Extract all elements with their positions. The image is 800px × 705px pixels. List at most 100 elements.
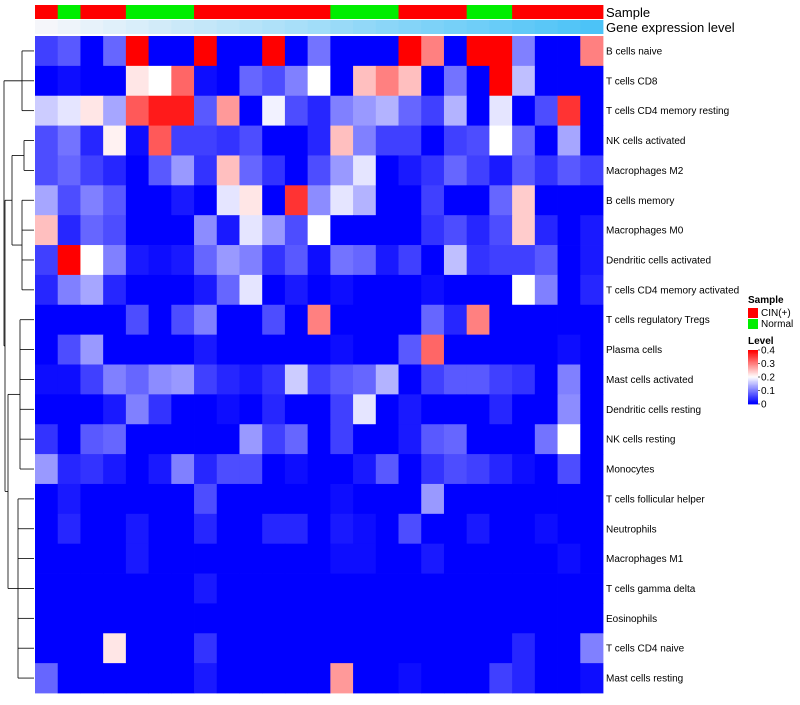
heatmap-cell (80, 125, 104, 156)
expression-track-cell (262, 20, 286, 34)
heatmap-cell (262, 215, 286, 246)
heatmap-cell (557, 513, 581, 545)
heatmap-cell (557, 483, 581, 515)
heatmap-cell (239, 483, 263, 515)
heatmap-cell (489, 245, 513, 276)
heatmap-cell (330, 663, 354, 694)
heatmap-cell (580, 245, 604, 276)
heatmap-cell (512, 245, 536, 276)
heatmap-cell (148, 185, 172, 216)
expression-track-cell (421, 20, 445, 34)
legend-colorbar-step (748, 382, 758, 385)
heatmap-cell (512, 394, 536, 425)
legend-colorbar-step (748, 377, 758, 379)
heatmap-cell (307, 364, 331, 395)
heatmap-cell (239, 274, 263, 306)
heatmap-cell (80, 364, 104, 395)
heatmap-cell (262, 483, 286, 515)
heatmap-cell (375, 543, 399, 574)
expression-track-cell (194, 20, 218, 34)
heatmap-cell (557, 543, 581, 574)
heatmap-cell (194, 483, 218, 515)
heatmap-cell (512, 663, 536, 694)
heatmap-cell (353, 543, 377, 574)
heatmap-cell (307, 185, 331, 216)
heatmap-cell (443, 215, 468, 246)
heatmap-cell (35, 65, 59, 97)
heatmap-cell (375, 215, 399, 246)
heatmap-cell (534, 603, 558, 634)
row-label: Plasma cells (606, 345, 662, 356)
heatmap-cell (307, 36, 331, 67)
heatmap-cell (148, 573, 172, 604)
legend-colorbar-step (748, 379, 758, 382)
heatmap-cell (489, 274, 513, 306)
heatmap-cell (171, 424, 195, 455)
heatmap-cell (171, 95, 195, 126)
heatmap-cell (580, 424, 604, 455)
heatmap-cell (557, 424, 581, 455)
heatmap-cell (284, 245, 309, 276)
heatmap-cell (148, 36, 172, 67)
heatmap-cell (125, 543, 149, 574)
heatmap-cell (57, 95, 81, 126)
heatmap-cell (35, 274, 59, 306)
legend-colorbar-step (748, 358, 758, 360)
heatmap-cell (580, 125, 604, 156)
heatmap-cell (171, 215, 195, 246)
heatmap-cell (443, 274, 468, 306)
heatmap-cell (330, 573, 354, 604)
heatmap-cell (103, 364, 127, 395)
heatmap-cell (239, 215, 263, 246)
heatmap-cell (330, 513, 354, 545)
row-label: T cells CD4 naive (606, 644, 685, 655)
heatmap-cell (57, 424, 81, 455)
heatmap-cell (489, 394, 513, 425)
heatmap-cell (57, 155, 81, 186)
heatmap-cell (171, 454, 195, 485)
heatmap-cell (35, 185, 59, 216)
row-label: T cells CD4 memory activated (606, 285, 739, 296)
heatmap-cell (466, 95, 490, 126)
heatmap-cell (171, 125, 195, 156)
heatmap-cell (80, 304, 104, 336)
heatmap-cell (194, 245, 218, 276)
heatmap-cell (353, 483, 377, 515)
heatmap-cell (307, 513, 331, 545)
heatmap-cell (284, 603, 309, 634)
heatmap-cell (194, 95, 218, 126)
heatmap-cell (80, 155, 104, 186)
heatmap-cell (35, 573, 59, 604)
expression-track-cell (80, 20, 104, 34)
heatmap-cell (307, 304, 331, 336)
heatmap-cell (512, 155, 536, 186)
heatmap-cell (557, 245, 581, 276)
heatmap-cell (580, 633, 604, 664)
heatmap-cell (330, 245, 354, 276)
expression-track-cell (375, 20, 399, 34)
heatmap-cell (557, 334, 581, 365)
legend-colorbar-step (748, 371, 758, 374)
heatmap-cell (489, 543, 513, 574)
heatmap-cell (80, 215, 104, 246)
heatmap-cell (194, 633, 218, 664)
heatmap-cell (239, 603, 263, 634)
legend-colorbar-step (748, 362, 758, 364)
sample-track-cell (330, 5, 354, 19)
heatmap-cell (57, 483, 81, 515)
heatmap-cell (194, 543, 218, 574)
heatmap-cell (443, 185, 468, 216)
row-label: B cells memory (606, 196, 674, 207)
heatmap-cell (103, 603, 127, 634)
heatmap-cell (353, 513, 377, 545)
heatmap-cell (284, 394, 309, 425)
heatmap-cell (489, 454, 513, 485)
legend-colorbar-step (748, 368, 758, 371)
heatmap-cell (421, 513, 445, 545)
heatmap-cell (466, 454, 490, 485)
heatmap-cell (330, 185, 354, 216)
sample-track-cell (239, 5, 263, 19)
heatmap-cell (557, 95, 581, 126)
legend-colorbar-step (748, 352, 758, 355)
